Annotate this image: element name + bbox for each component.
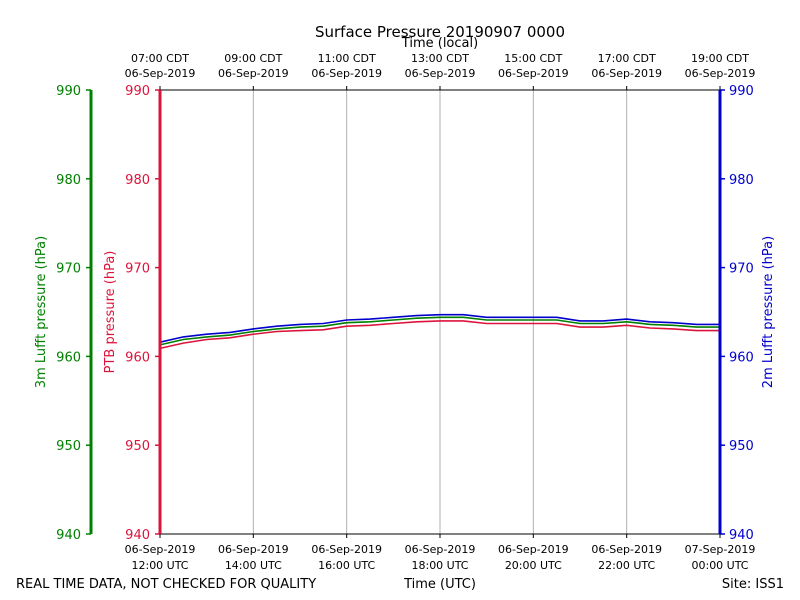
x-tick-label-top-date: 06-Sep-2019 — [498, 67, 569, 80]
x-tick-label-top-time: 15:00 CDT — [504, 52, 562, 65]
y-tick-label: 980 — [729, 173, 754, 188]
axes-layer: 940 950 960 970 980 990 940 950 960 970 980 990 940 9… — [56, 84, 754, 543]
x-tick-label-bottom-date: 06-Sep-2019 — [125, 543, 196, 556]
x-tick-label-bottom-time: 18:00 UTC — [411, 559, 468, 572]
x-tick-layer: 06-Sep-2019 12:00 UTC 06-Sep-2019 14:00 UTC… — [125, 52, 756, 572]
y-tick-label: 970 — [729, 262, 754, 277]
x-tick-label-bottom-date: 06-Sep-2019 — [498, 543, 569, 556]
x-tick-label-bottom-date: 06-Sep-2019 — [311, 543, 382, 556]
vertical-grid — [252, 90, 628, 534]
y-tick-label: 980 — [125, 173, 150, 188]
bottom-axis-label: Time (UTC) — [403, 577, 476, 592]
x-tick-label-top-date: 06-Sep-2019 — [591, 67, 662, 80]
quality-note: REAL TIME DATA, NOT CHECKED FOR QUALITY — [16, 577, 316, 592]
chart-title: Surface Pressure 20190907 0000 — [315, 23, 565, 41]
x-tick-label-top-time: 19:00 CDT — [691, 52, 749, 65]
x-tick-label-bottom-time: 00:00 UTC — [691, 559, 748, 572]
series-line — [159, 313, 720, 343]
y-tick-label: 990 — [125, 84, 150, 99]
top-axis-label: Time (local) — [401, 36, 478, 51]
y-tick-label: 940 — [729, 528, 754, 543]
x-tick-label-bottom-time: 20:00 UTC — [505, 559, 562, 572]
x-tick-label-top-time: 07:00 CDT — [131, 52, 189, 65]
x-tick-label-bottom-date: 06-Sep-2019 — [405, 543, 476, 556]
series-layer — [159, 313, 720, 350]
x-tick-label-top-date: 06-Sep-2019 — [311, 67, 382, 80]
y-tick-label: 950 — [729, 439, 754, 454]
inner-left-axis-label: PTB pressure (hPa) — [103, 251, 118, 374]
outer-left-axis-label: 3m Lufft pressure (hPa) — [34, 236, 49, 388]
y-tick-label: 960 — [729, 350, 754, 365]
x-tick-label-top-time: 13:00 CDT — [411, 52, 469, 65]
x-tick-label-bottom-date: 06-Sep-2019 — [218, 543, 289, 556]
x-tick-label-bottom-time: 22:00 UTC — [598, 559, 655, 572]
series-line — [159, 316, 720, 346]
x-tick-label-top-date: 06-Sep-2019 — [685, 67, 756, 80]
y-tick-label: 990 — [56, 84, 81, 99]
series-line — [159, 320, 720, 350]
x-tick-label-bottom-time: 16:00 UTC — [318, 559, 375, 572]
x-tick-label-bottom-date: 06-Sep-2019 — [591, 543, 662, 556]
y-tick-label: 960 — [125, 350, 150, 365]
x-tick-label-top-date: 06-Sep-2019 — [125, 67, 196, 80]
right-axis-label: 2m Lufft pressure (hPa) — [761, 236, 776, 388]
y-tick-label: 960 — [56, 350, 81, 365]
x-tick-label-top-time: 09:00 CDT — [224, 52, 282, 65]
y-tick-label: 950 — [56, 439, 81, 454]
x-tick-label-top-time: 17:00 CDT — [598, 52, 656, 65]
y-tick-label: 980 — [56, 173, 81, 188]
y-tick-label: 990 — [729, 84, 754, 99]
y-tick-label: 940 — [56, 528, 81, 543]
x-tick-label-top-date: 06-Sep-2019 — [405, 67, 476, 80]
y-tick-label: 970 — [125, 262, 150, 277]
x-tick-label-top-time: 11:00 CDT — [318, 52, 376, 65]
x-tick-label-bottom-time: 12:00 UTC — [131, 559, 188, 572]
y-tick-label: 940 — [125, 528, 150, 543]
x-tick-label-bottom-date: 07-Sep-2019 — [685, 543, 756, 556]
y-tick-label: 950 — [125, 439, 150, 454]
site-label: Site: ISS1 — [722, 577, 784, 592]
x-tick-label-top-date: 06-Sep-2019 — [218, 67, 289, 80]
x-tick-label-bottom-time: 14:00 UTC — [225, 559, 282, 572]
y-tick-label: 970 — [56, 262, 81, 277]
